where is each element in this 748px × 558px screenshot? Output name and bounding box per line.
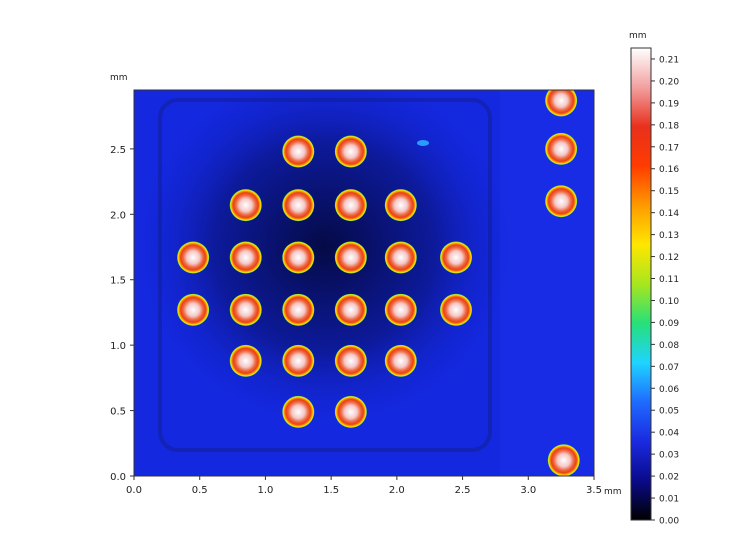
colorbar-tick-label: 0.15	[659, 187, 679, 197]
y-tick-label: 0.5	[110, 407, 126, 418]
x-tick-label: 1.0	[257, 485, 273, 496]
colorbar-tick-label: 0.12	[659, 253, 679, 263]
x-tick-label: 2.0	[389, 485, 405, 496]
bump-15	[282, 293, 315, 326]
colorbar-tick-label: 0.01	[659, 495, 679, 505]
bump-3	[229, 189, 262, 222]
colorbar-tick-label: 0.13	[659, 231, 679, 241]
bump-23	[282, 395, 315, 428]
bump-8	[229, 241, 262, 274]
bumps-layer	[177, 90, 580, 476]
colorbar-gradient	[630, 47, 652, 521]
bump-2	[334, 135, 367, 168]
bump-22	[384, 344, 417, 377]
x-tick-label: 3.0	[520, 485, 536, 496]
bump-24	[334, 395, 367, 428]
colorbar-tick-label: 0.17	[659, 143, 679, 153]
colorbar-tick-label: 0.20	[659, 77, 679, 87]
x-tick-label: 3.5	[586, 485, 602, 496]
plot-border	[133, 89, 595, 477]
bump-19	[229, 344, 262, 377]
y-tick-label: 2.0	[110, 210, 126, 221]
plot-area	[133, 89, 595, 477]
y-tick-label: 1.5	[110, 276, 126, 287]
bump-18	[440, 293, 472, 326]
colorbar-tick-label: 0.21	[659, 55, 679, 65]
colorbar: mm 0.210.200.190.180.170.160.150.140.130…	[629, 31, 679, 527]
y-tick-label: 1.0	[110, 341, 126, 352]
x-tick-label: 0.0	[126, 485, 142, 496]
colorbar-tick-label: 0.18	[659, 121, 679, 131]
bump-11	[384, 241, 417, 274]
y-axis: 0.0 0.5 1.0 1.5 2.0 2.5	[110, 145, 134, 483]
colorbar-unit: mm	[629, 31, 647, 41]
colorbar-tick-label: 0.11	[659, 275, 679, 285]
colorbar-tick-label: 0.16	[659, 165, 679, 175]
bump-21	[334, 344, 367, 377]
bump-9	[282, 241, 315, 274]
x-axis: 0.0 0.5 1.0 1.5 2.0 2.5 3.0 3.5	[126, 476, 602, 496]
colorbar-tick-label: 0.06	[659, 385, 679, 395]
colorbar-ticks: 0.21 0.20 0.19 0.18 0.17 0.16 0.15 0.14 0.13 0.12…	[651, 55, 679, 527]
bump-7	[177, 241, 210, 274]
bump-5	[334, 189, 367, 222]
bump-14	[229, 293, 262, 326]
y-tick-label: 0.0	[110, 472, 126, 483]
x-axis-unit: mm	[604, 487, 622, 497]
colorbar-tick-label: 0.04	[659, 429, 679, 439]
y-tick-label: 2.5	[110, 145, 126, 156]
colorbar-tick-label: 0.00	[659, 517, 679, 527]
colorbar-tick-label: 0.02	[659, 473, 679, 483]
bump-20	[282, 344, 315, 377]
colorbar-tick-label: 0.09	[659, 319, 679, 329]
colorbar-tick-label: 0.14	[659, 209, 679, 219]
bump-10	[334, 241, 367, 274]
colorbar-tick-label: 0.03	[659, 451, 679, 461]
cyan-spot	[417, 140, 429, 146]
colorbar-tick-label: 0.19	[659, 99, 679, 109]
colorbar-tick-label: 0.10	[659, 297, 679, 307]
x-tick-label: 2.5	[455, 485, 471, 496]
frame-outline	[158, 98, 492, 452]
colorbar-tick-label: 0.07	[659, 363, 679, 373]
colorbar-tick-label: 0.05	[659, 407, 679, 417]
bump-27	[545, 185, 578, 218]
x-tick-label: 1.5	[323, 485, 339, 496]
bump-6	[384, 189, 417, 222]
y-axis-unit: mm	[110, 73, 128, 83]
bump-25	[545, 90, 578, 117]
bump-26	[545, 132, 578, 165]
bump-13	[177, 293, 210, 326]
bump-28	[547, 444, 580, 476]
x-tick-label: 0.5	[192, 485, 208, 496]
bump-12	[440, 241, 472, 274]
bump-17	[384, 293, 417, 326]
bump-16	[334, 293, 367, 326]
colorbar-tick-label: 0.08	[659, 341, 679, 351]
bump-1	[282, 135, 315, 168]
bump-4	[282, 189, 315, 222]
